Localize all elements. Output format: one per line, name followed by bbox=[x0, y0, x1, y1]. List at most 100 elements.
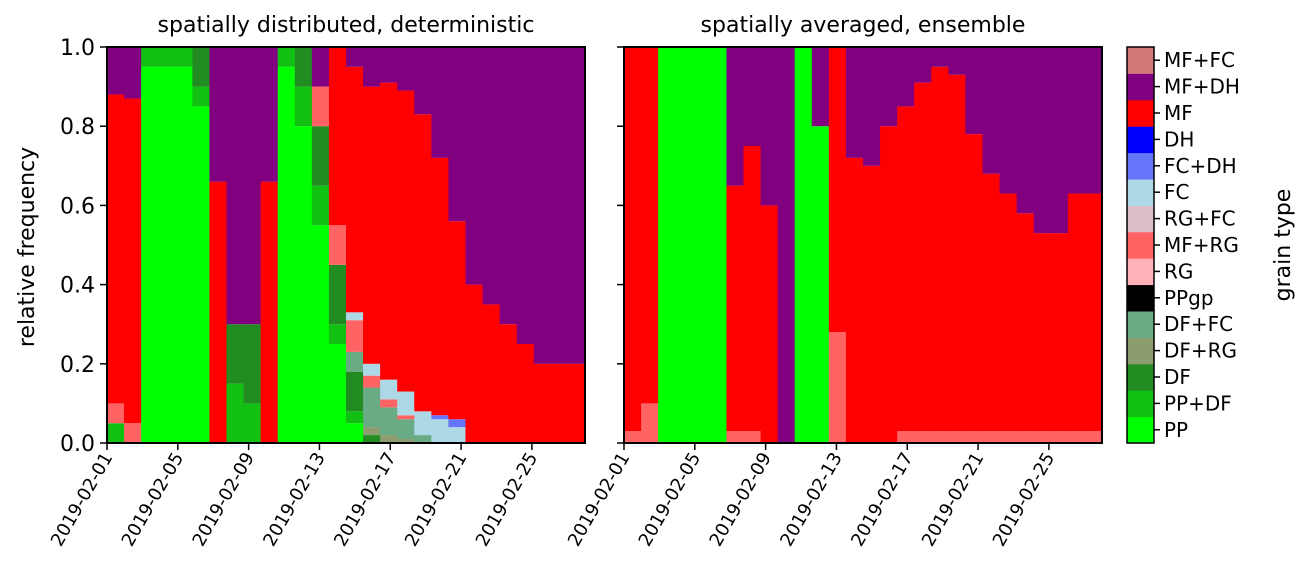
colorbar-label-df: DF bbox=[1164, 365, 1191, 389]
left-segment-pp-2019-02-12 bbox=[294, 126, 313, 443]
right-segment-mf-dh-2019-02-10 bbox=[777, 47, 796, 443]
right-segment-mf-2019-02-13 bbox=[828, 47, 847, 333]
colorbar-label: grain type bbox=[1271, 189, 1296, 302]
left-segment-mf-dh-2019-02-02 bbox=[124, 47, 142, 99]
left-segment-pp-2019-02-04 bbox=[158, 66, 176, 444]
right-segment-mf-rg-2019-02-01 bbox=[624, 431, 642, 443]
left-segment-df-2019-02-16 bbox=[363, 435, 381, 443]
left-segment-mf-2019-02-02 bbox=[124, 98, 142, 424]
left-segment-df-2019-02-12 bbox=[294, 47, 313, 87]
colorbar-swatch-pp bbox=[1127, 416, 1154, 444]
left-segment-mf-2019-02-21 bbox=[448, 221, 467, 420]
left-segment-pp-2019-02-05 bbox=[175, 66, 193, 444]
right-segment-mf-dh-2019-02-08 bbox=[743, 47, 762, 146]
colorbar-label-mf-rg: MF+RG bbox=[1164, 233, 1239, 257]
right-segment-mf-rg-2019-02-17 bbox=[897, 431, 915, 443]
right-segment-mf-dh-2019-02-18 bbox=[914, 47, 932, 83]
left-segment-df-rg-2019-02-17 bbox=[380, 435, 398, 443]
left-segment-pp-2019-02-14 bbox=[328, 344, 347, 443]
right-segment-mf-rg-2019-02-22 bbox=[982, 431, 1001, 443]
left-x-tick-label: 2019-02-13 bbox=[259, 449, 329, 550]
left-segment-fc-dh-2019-02-20 bbox=[431, 415, 450, 420]
left-segment-df-rg-2019-02-18 bbox=[397, 439, 415, 443]
left-segment-pp-2019-02-06 bbox=[192, 106, 211, 444]
left-segment-pp-df-2019-02-06 bbox=[192, 86, 211, 107]
right-segment-mf-rg-2019-02-18 bbox=[914, 431, 932, 443]
left-segment-mf-2019-02-25 bbox=[516, 344, 535, 443]
right-segment-mf-dh-2019-02-25 bbox=[1033, 47, 1052, 234]
colorbar-label-mf-dh: MF+DH bbox=[1164, 75, 1240, 99]
right-panel-title: spatially averaged, ensemble bbox=[701, 13, 1026, 38]
left-segment-mf-dh-2019-02-27 bbox=[550, 47, 569, 364]
right-segment-mf-2019-02-22 bbox=[982, 173, 1001, 432]
left-segment-mf-2019-02-01 bbox=[107, 94, 125, 404]
right-segment-mf-2019-02-07 bbox=[726, 185, 745, 432]
left-area-stack bbox=[107, 47, 586, 444]
left-segment-df-2019-02-15 bbox=[346, 371, 364, 412]
colorbar-swatch-rg-fc bbox=[1127, 205, 1154, 233]
right-panel: 2019-02-01 2019-02-05 2019-02-09 2019-02-13… bbox=[564, 46, 1103, 550]
left-segment-mf-2019-02-07 bbox=[209, 181, 228, 443]
right-segment-mf-dh-2019-02-21 bbox=[965, 47, 984, 135]
left-segment-pp-df-2019-02-01 bbox=[107, 423, 125, 443]
left-segment-pp-df-2019-02-03 bbox=[141, 47, 159, 67]
left-x-ticks: 2019-02-01 2019-02-05 2019-02-09 2019-02-13… bbox=[47, 443, 542, 550]
left-segment-fc-2019-02-21 bbox=[448, 427, 467, 443]
colorbar-swatch-df-fc bbox=[1127, 311, 1154, 338]
colorbar-swatch-pp-df bbox=[1127, 390, 1154, 418]
left-segment-fc-2019-02-18 bbox=[397, 391, 415, 416]
right-segment-mf-dh-2019-02-14 bbox=[845, 47, 864, 158]
right-area-stack bbox=[624, 47, 1103, 444]
left-x-tick-label: 2019-02-25 bbox=[472, 449, 542, 550]
left-segment-mf-dh-2019-02-10 bbox=[260, 47, 279, 182]
left-segment-mf-dh-2019-02-09 bbox=[243, 47, 262, 325]
colorbar-swatch-dh bbox=[1127, 126, 1154, 154]
left-segment-mf-dh-2019-02-01 bbox=[107, 47, 125, 95]
left-segment-mf-rg-2019-02-18 bbox=[397, 415, 415, 420]
right-segment-mf-2019-02-15 bbox=[863, 165, 881, 444]
left-segment-mf-dh-2019-02-16 bbox=[363, 47, 381, 87]
right-segment-mf-2019-02-24 bbox=[1016, 213, 1035, 432]
left-x-tick-label: 2019-02-09 bbox=[188, 449, 258, 550]
right-x-tick-label: 2019-02-01 bbox=[564, 449, 634, 550]
y-tick-label: 0.4 bbox=[60, 274, 95, 299]
left-segment-mf-2019-02-24 bbox=[499, 324, 518, 443]
colorbar-label-rg-fc: RG+FC bbox=[1164, 207, 1236, 231]
colorbar-label-mf-fc: MF+FC bbox=[1164, 48, 1235, 72]
left-segment-df-2019-02-13 bbox=[311, 126, 330, 186]
left-segment-mf-dh-2019-02-08 bbox=[226, 47, 245, 325]
right-segment-mf-rg-2019-02-26 bbox=[1050, 431, 1069, 443]
right-segment-mf-2019-02-09 bbox=[760, 205, 779, 443]
left-panel-title: spatially distributed, deterministic bbox=[158, 13, 535, 38]
right-segment-mf-2019-02-02 bbox=[641, 47, 659, 404]
colorbar-swatch-ppgp bbox=[1127, 284, 1154, 312]
colorbar-label-ppgp: PPgp bbox=[1164, 286, 1214, 310]
left-segment-mf-dh-2019-02-15 bbox=[346, 47, 364, 67]
right-segment-mf-2019-02-14 bbox=[845, 157, 864, 443]
right-segment-mf-rg-2019-02-23 bbox=[999, 431, 1018, 443]
left-segment-df-2019-02-14 bbox=[328, 264, 347, 325]
right-segment-mf-rg-2019-02-28 bbox=[1084, 431, 1103, 443]
colorbar-swatch-fc bbox=[1127, 179, 1154, 206]
right-segment-mf-2019-02-08 bbox=[743, 146, 762, 432]
right-segment-mf-rg-2019-02-02 bbox=[641, 403, 659, 443]
left-segment-df-2019-02-06 bbox=[192, 47, 211, 87]
colorbar-label-pp: PP bbox=[1164, 418, 1188, 442]
left-segment-mf-dh-2019-02-24 bbox=[499, 47, 518, 325]
left-segment-pp-2019-02-15 bbox=[346, 423, 364, 443]
right-segment-mf-rg-2019-02-07 bbox=[726, 431, 745, 443]
left-segment-mf-dh-2019-02-28 bbox=[567, 47, 586, 364]
left-panel: 0.00.20.40.60.81.0 2019-02-01 2019-02-05 2… bbox=[47, 36, 586, 550]
left-segment-mf-rg-2019-02-01 bbox=[107, 403, 125, 424]
left-segment-fc-2019-02-19 bbox=[414, 411, 432, 436]
left-segment-mf-2019-02-28 bbox=[567, 363, 586, 443]
left-segment-mf-dh-2019-02-13 bbox=[311, 47, 330, 87]
left-segment-mf-rg-2019-02-15 bbox=[346, 320, 364, 352]
y-tick-label: 1.0 bbox=[60, 36, 95, 61]
left-x-tick-label: 2019-02-17 bbox=[330, 449, 400, 550]
colorbar-label-df-fc: DF+FC bbox=[1164, 312, 1233, 336]
right-segment-mf-rg-2019-02-24 bbox=[1016, 431, 1035, 443]
right-segment-mf-dh-2019-02-20 bbox=[948, 47, 967, 75]
left-segment-mf-rg-2019-02-02 bbox=[124, 423, 142, 443]
right-x-tick-label: 2019-02-25 bbox=[989, 449, 1059, 550]
